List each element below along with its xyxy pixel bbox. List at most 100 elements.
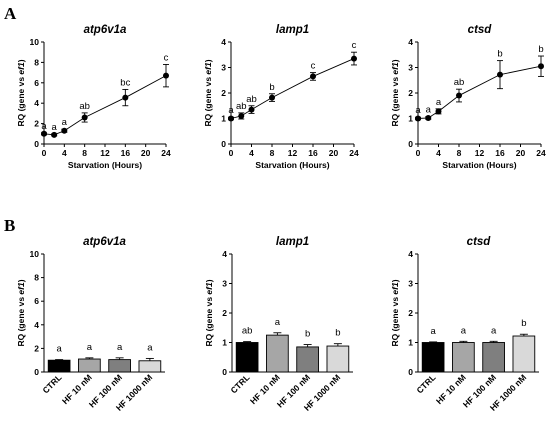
y-tick-label: 8 — [34, 57, 39, 67]
y-tick-label: 10 — [30, 249, 40, 259]
significance-label: a — [461, 325, 467, 336]
y-tick-label: 0 — [408, 139, 413, 149]
significance-label: a — [117, 342, 123, 353]
data-point — [269, 94, 275, 101]
x-tick-label: 16 — [495, 148, 505, 158]
x-tick-label: 4 — [436, 148, 441, 158]
category-label: CTRL — [228, 372, 251, 395]
x-tick-label: 8 — [270, 148, 275, 158]
significance-label: b — [538, 44, 543, 55]
significance-label: a — [41, 121, 47, 132]
y-axis-label: RQ (gene vs ef1) — [390, 279, 400, 346]
y-axis-label: RQ (gene vs ef1) — [204, 279, 214, 346]
data-point — [41, 130, 47, 137]
x-tick-label: 24 — [536, 148, 546, 158]
bar — [266, 334, 289, 373]
y-axis-label: RQ (gene vs ef1) — [390, 59, 400, 126]
significance-label: b — [497, 49, 502, 60]
data-point — [425, 114, 432, 121]
significance-label: a — [430, 326, 436, 337]
chart-title: atp6v1a — [84, 24, 127, 36]
chart-title: ctsd — [468, 24, 493, 36]
significance-label: ab — [236, 101, 247, 112]
y-tick-label: 0 — [34, 367, 39, 377]
bar — [421, 342, 445, 373]
x-tick-label: 24 — [161, 148, 171, 158]
y-tick-label: 1 — [408, 338, 413, 348]
y-tick-label: 2 — [34, 119, 39, 129]
significance-label: b — [521, 318, 526, 329]
y-tick-label: 0 — [221, 139, 226, 149]
significance-label: a — [415, 105, 421, 116]
significance-label: b — [269, 82, 274, 93]
x-axis-label: Starvation (Hours) — [68, 160, 142, 170]
significance-label: a — [87, 342, 93, 353]
bar — [78, 358, 101, 373]
significance-label: a — [62, 117, 68, 128]
data-point — [415, 115, 421, 122]
data-point — [122, 94, 129, 101]
x-tick-label: 24 — [349, 148, 359, 158]
bar — [235, 342, 259, 373]
data-point — [310, 73, 316, 80]
chart-title: atp6v1a — [83, 236, 126, 248]
y-tick-label: 2 — [408, 308, 413, 318]
chart-title: ctsd — [467, 236, 492, 248]
panel-letter-b: B — [4, 216, 15, 235]
category-label: CTRL — [40, 372, 63, 395]
significance-label: a — [56, 344, 62, 355]
panel-letter-a: A — [4, 4, 17, 23]
x-axis-label: Starvation (Hours) — [255, 160, 329, 170]
y-tick-label: 6 — [34, 78, 39, 88]
significance-label: a — [228, 105, 234, 116]
significance-label: ab — [454, 77, 465, 88]
data-point — [81, 114, 88, 121]
bar — [482, 342, 505, 373]
data-point — [61, 127, 68, 134]
x-tick-label: 16 — [308, 148, 318, 158]
y-tick-label: 0 — [222, 367, 227, 377]
y-tick-label: 3 — [408, 63, 413, 73]
data-point — [538, 63, 544, 70]
y-tick-label: 2 — [408, 88, 413, 98]
significance-label: a — [275, 317, 281, 328]
y-tick-label: 1 — [408, 114, 413, 124]
x-tick-label: 20 — [329, 148, 339, 158]
data-point — [351, 55, 357, 62]
x-tick-label: 4 — [249, 148, 254, 158]
bar — [296, 346, 319, 373]
x-axis-label: Starvation (Hours) — [442, 160, 516, 170]
data-point — [163, 72, 169, 79]
bar — [452, 342, 475, 373]
significance-label: b — [305, 329, 310, 340]
x-tick-label: 8 — [82, 148, 87, 158]
category-label: CTRL — [414, 372, 437, 395]
chart-title: lamp1 — [276, 24, 309, 36]
x-tick-label: 12 — [100, 148, 110, 158]
data-point — [51, 131, 58, 138]
x-tick-label: 0 — [42, 148, 47, 158]
significance-label: ab — [246, 94, 257, 105]
y-axis-label: RQ (gene vs ef1) — [16, 279, 26, 346]
x-tick-label: 0 — [416, 148, 421, 158]
significance-label: a — [491, 325, 497, 336]
x-tick-label: 20 — [516, 148, 526, 158]
y-tick-label: 3 — [221, 63, 226, 73]
bar — [326, 345, 350, 373]
significance-label: b — [335, 328, 340, 339]
y-axis-label: RQ (gene vs ef1) — [203, 59, 213, 126]
significance-label: a — [147, 342, 153, 353]
data-point — [497, 71, 503, 78]
bar — [108, 359, 131, 373]
data-point — [456, 92, 462, 99]
data-point — [248, 106, 255, 113]
y-axis-label: RQ (gene vs ef1) — [16, 59, 26, 126]
significance-label: ab — [242, 326, 253, 337]
y-tick-label: 10 — [30, 37, 40, 47]
y-tick-label: 1 — [222, 338, 227, 348]
